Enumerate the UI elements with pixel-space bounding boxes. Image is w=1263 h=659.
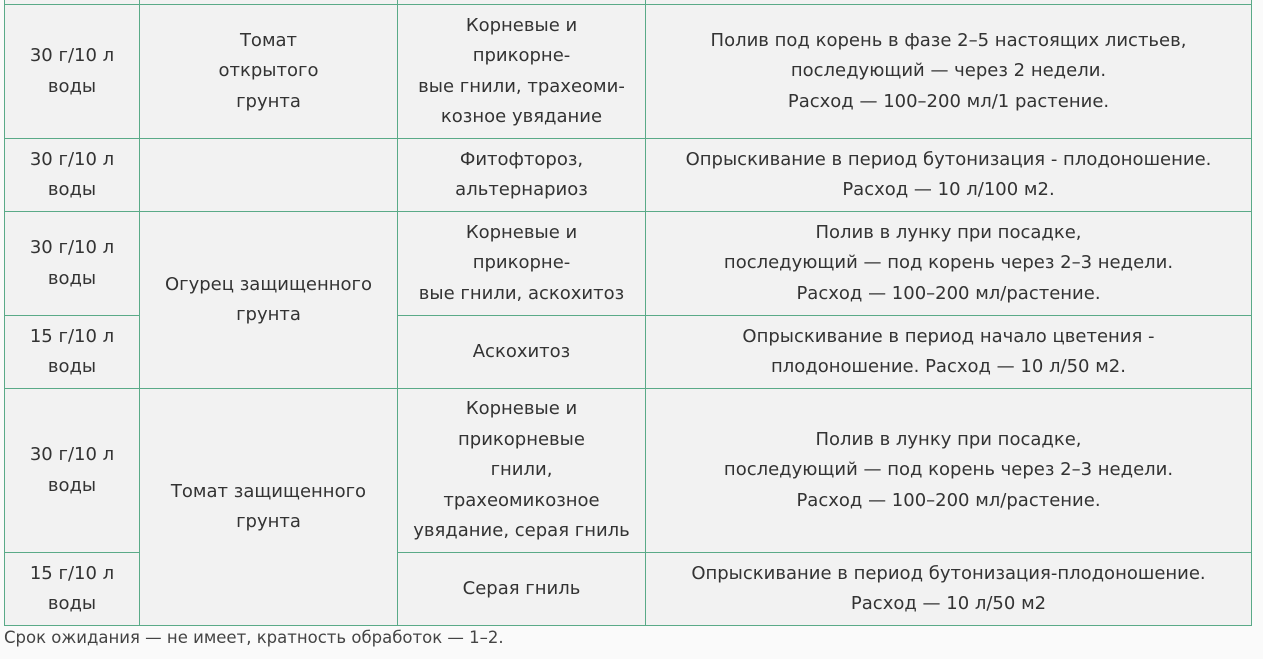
disease-cell: Корневые и прикорне- вые гнили, трахеоми… <box>397 4 646 139</box>
method-cell: Опрыскивание в период начало цветения - … <box>645 315 1252 389</box>
method-cell: Опрыскивание в период бутонизация-плодон… <box>645 552 1252 626</box>
footer-note: Срок ожидания — не имеет, кратность обра… <box>4 628 504 647</box>
disease-cell: Корневые и прикорневые гнили, трахеомико… <box>397 388 646 553</box>
table-row: 15 г/10 л воды Аскохитоз Опрыскивание в … <box>4 315 1252 389</box>
dose-cell: 30 г/10 л воды <box>4 138 140 212</box>
crop-cell: Томат защищенного грунта <box>139 388 398 626</box>
table-row: 15 г/10 л воды Серая гниль Опрыскивание … <box>4 552 1252 626</box>
method-cell: Полив в лунку при посадке, последующий —… <box>645 211 1252 316</box>
table-row: 30 г/10 л воды Томат открытого грунта Ко… <box>4 4 1252 139</box>
crop-cell: Томат открытого грунта <box>139 4 398 139</box>
treatment-table: 30 г/10 л воды Томат открытого грунта Ко… <box>4 0 1252 626</box>
disease-cell: Корневые и прикорне- вые гнили, аскохито… <box>397 211 646 316</box>
method-cell: Полив под корень в фазе 2–5 настоящих ли… <box>645 4 1252 139</box>
dose-cell: 15 г/10 л воды <box>4 315 140 389</box>
method-cell: Полив в лунку при посадке, последующий —… <box>645 388 1252 553</box>
crop-cell <box>139 138 398 212</box>
dose-cell: 30 г/10 л воды <box>4 388 140 553</box>
method-cell: Опрыскивание в период бутонизация - плод… <box>645 138 1252 212</box>
disease-cell: Серая гниль <box>397 552 646 626</box>
dose-cell: 15 г/10 л воды <box>4 552 140 626</box>
crop-cell: Огурец защищенного грунта <box>139 211 398 389</box>
disease-cell: Фитофтороз, альтернариоз <box>397 138 646 212</box>
dose-cell: 30 г/10 л воды <box>4 211 140 316</box>
table-row: 30 г/10 л воды Фитофтороз, альтернариоз … <box>4 138 1252 212</box>
dose-cell: 30 г/10 л воды <box>4 4 140 139</box>
table-row: 30 г/10 л воды Огурец защищенного грунта… <box>4 211 1252 389</box>
disease-cell: Аскохитоз <box>397 315 646 389</box>
table-row: 30 г/10 л воды Томат защищенного грунта … <box>4 388 1252 626</box>
